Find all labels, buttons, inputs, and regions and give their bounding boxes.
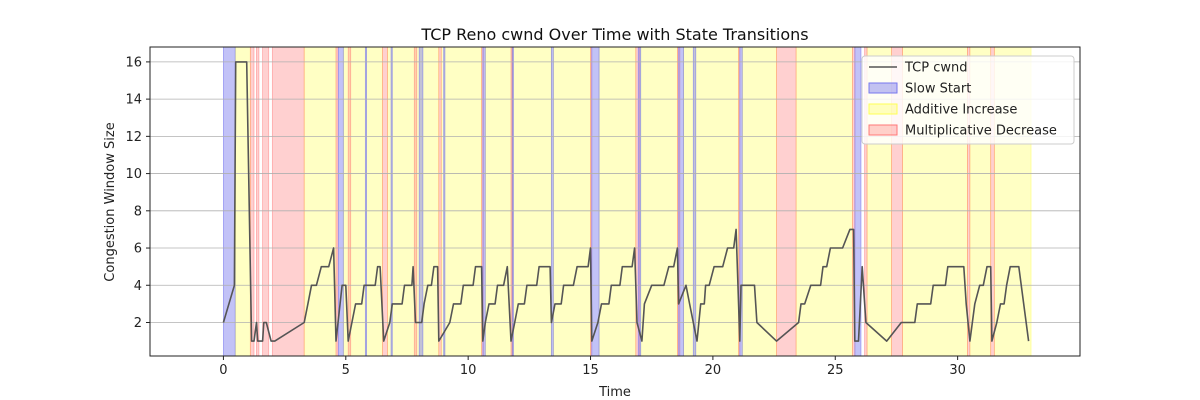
slow-start-region xyxy=(443,46,446,357)
multiplicative-decrease-region xyxy=(271,46,305,357)
additive-increase-region xyxy=(303,46,337,357)
legend-label: Additive Increase xyxy=(905,103,1017,118)
additive-increase-region xyxy=(683,46,739,357)
x-tick-label: 5 xyxy=(342,363,350,378)
legend-box xyxy=(861,55,1075,145)
multiplicative-decrease-region xyxy=(256,46,260,357)
slow-start-region xyxy=(637,46,642,357)
slow-start-region xyxy=(482,46,486,357)
legend-label: TCP cwnd xyxy=(904,61,968,76)
x-tick-label: 15 xyxy=(582,363,599,378)
additive-increase-region xyxy=(386,46,440,357)
slow-start-region xyxy=(223,46,236,357)
multiplicative-decrease-region xyxy=(776,46,797,357)
x-tick-label: 30 xyxy=(949,363,966,378)
additive-increase-region xyxy=(795,46,853,357)
y-tick-label: 14 xyxy=(125,93,142,108)
y-tick-label: 12 xyxy=(125,130,142,145)
legend-swatch-additive-increase xyxy=(868,103,898,115)
legend-swatch-slow-start xyxy=(868,82,898,94)
y-tick-label: 16 xyxy=(125,55,142,70)
slow-start-region xyxy=(364,46,367,357)
additive-increase-region xyxy=(235,46,251,357)
y-axis-label: Congestion Window Size xyxy=(103,122,118,281)
legend-label: Multiplicative Decrease xyxy=(905,124,1057,139)
legend-label: Slow Start xyxy=(905,82,971,97)
multiplicative-decrease-region xyxy=(335,46,339,357)
y-axis-ticks: 2 4 6 8 10 12 14 16 xyxy=(125,55,150,331)
legend: TCP cwnd Slow Start Additive Increase Multi… xyxy=(861,55,1075,145)
x-tick-label: 25 xyxy=(827,363,844,378)
additive-increase-region xyxy=(598,46,637,357)
x-axis-label: Time xyxy=(598,385,631,400)
plot-frame xyxy=(149,46,1081,357)
slow-start-region xyxy=(511,46,514,357)
x-tick-label: 10 xyxy=(460,363,477,378)
y-tick-label: 2 xyxy=(134,316,142,331)
x-tick-label: 0 xyxy=(219,363,227,378)
multiplicative-decrease-region xyxy=(438,46,442,357)
additive-increase-region xyxy=(741,46,777,357)
multiplicative-decrease-region xyxy=(262,46,270,357)
y-tick-label: 6 xyxy=(134,242,142,257)
slow-start-region xyxy=(418,46,424,357)
chart-title: TCP Reno cwnd Over Time with State Trans… xyxy=(420,25,808,44)
legend-swatch-multiplicative-decrease xyxy=(868,124,898,136)
slow-start-region xyxy=(591,46,600,357)
y-tick-label: 4 xyxy=(134,279,142,294)
slow-start-region xyxy=(692,46,697,357)
additive-increase-region xyxy=(484,46,552,357)
y-tick-label: 8 xyxy=(134,204,142,219)
multiplicative-decrease-region xyxy=(347,46,352,357)
x-axis-ticks: 0 5 10 15 20 25 30 xyxy=(219,356,966,378)
additive-increase-region xyxy=(552,46,591,357)
cwnd-series xyxy=(222,61,1030,342)
x-tick-label: 20 xyxy=(705,363,722,378)
slow-start-region xyxy=(678,46,684,357)
y-tick-label: 10 xyxy=(125,167,142,182)
multiplicative-decrease-region xyxy=(382,46,388,357)
additive-increase-region xyxy=(440,46,483,357)
additive-increase-region xyxy=(640,46,678,357)
cwnd-line xyxy=(222,61,1030,342)
